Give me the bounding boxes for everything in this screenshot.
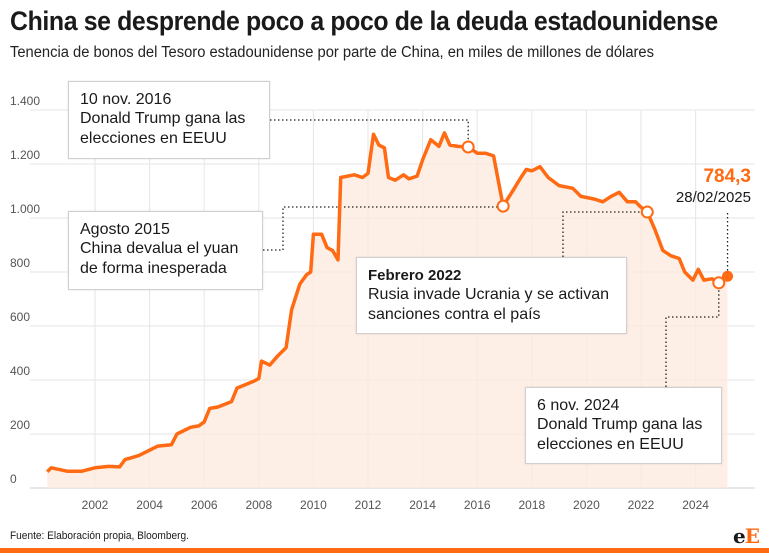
x-tick-label: 2024 — [682, 498, 709, 512]
event-marker — [461, 140, 475, 154]
y-tick-label: 1.000 — [10, 202, 40, 216]
y-tick-label: 800 — [10, 256, 30, 270]
event-marker — [712, 276, 726, 290]
leader-trump-2016 — [270, 119, 469, 147]
annotation-text: elecciones en EEUU — [80, 130, 227, 147]
annotation-ukraine-2022: Febrero 2022 Rusia invade Ucrania y se a… — [356, 257, 627, 334]
last-value-marker — [722, 270, 734, 282]
leader-ukraine-2022 — [562, 211, 648, 257]
bottom-accent-bar — [0, 548, 769, 553]
annotation-text: Rusia invade Ucrania y se activan — [368, 286, 610, 303]
annotation-yuan-2015: Agosto 2015 China devalua el yuan de for… — [68, 211, 263, 290]
annotation-text: Donald Trump gana las — [537, 416, 703, 433]
event-markers — [461, 140, 734, 290]
leader-trump-2024 — [665, 282, 720, 387]
x-tick-label: 2010 — [300, 498, 327, 512]
x-tick-label: 2022 — [628, 498, 655, 512]
annotation-text: Donald Trump gana las — [80, 110, 246, 127]
x-axis-ticks: 2002 2004 2006 2008 2010 2012 2014 2016 2018 2020… — [82, 498, 710, 512]
series-line — [45, 131, 729, 474]
annotation-text: sanciones contra el país — [368, 306, 541, 323]
x-tick-label: 2008 — [245, 498, 272, 512]
logo-letter-E: E — [744, 524, 760, 548]
x-tick-label: 2012 — [355, 498, 382, 512]
chart-title: China se desprende poco a poco de la deu… — [10, 6, 718, 36]
x-tick-label: 2014 — [409, 498, 436, 512]
event-marker — [496, 199, 510, 213]
annotation-text: China devalua el yuan — [80, 240, 239, 257]
source-note: Fuente: Elaboración propia, Bloomberg. — [10, 530, 189, 542]
y-tick-label: 1.200 — [10, 148, 40, 162]
annotation-date: 6 nov. 2024 — [537, 397, 620, 414]
annotation-leaders — [263, 119, 729, 387]
last-date-label: 28/02/2025 — [675, 189, 751, 206]
annotation-date: Agosto 2015 — [80, 221, 170, 238]
annotation-date: 10 nov. 2016 — [80, 91, 172, 108]
x-tick-label: 2020 — [573, 498, 600, 512]
y-tick-label: 400 — [10, 364, 30, 378]
y-tick-label: 0 — [10, 472, 17, 486]
annotation-date: Febrero 2022 — [368, 267, 462, 284]
annotation-trump-2016: 10 nov. 2016 Donald Trump gana las elecc… — [68, 81, 270, 159]
x-tick-label: 2016 — [464, 498, 491, 512]
x-tick-label: 2004 — [136, 498, 163, 512]
chart-subtitle: Tenencia de bonos del Tesoro estadounide… — [10, 44, 654, 61]
x-tick-label: 2018 — [518, 498, 545, 512]
y-tick-label: 1.400 — [10, 94, 40, 108]
publisher-logo: eE — [733, 524, 760, 548]
logo-letter-e: e — [733, 524, 746, 548]
annotation-trump-2024: 6 nov. 2024 Donald Trump gana las elecci… — [525, 387, 722, 464]
x-tick-label: 2006 — [191, 498, 218, 512]
y-axis-ticks: 0 200 400 600 800 1.000 1.200 1.400 — [10, 94, 40, 486]
x-tick-label: 2002 — [82, 498, 109, 512]
y-tick-label: 200 — [10, 418, 30, 432]
annotation-text: de forma inesperada — [80, 260, 227, 277]
leader-yuan-2015 — [263, 206, 504, 251]
event-marker — [640, 205, 654, 219]
annotation-text: elecciones en EEUU — [537, 436, 684, 453]
last-value-label: 784,3 — [703, 166, 751, 187]
y-tick-label: 600 — [10, 310, 30, 324]
